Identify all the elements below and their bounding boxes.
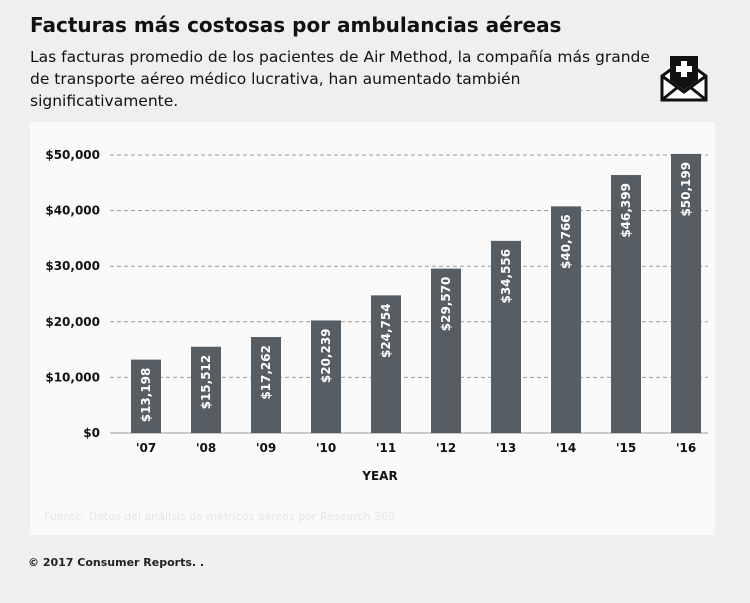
data-label: $46,399 bbox=[619, 183, 633, 238]
source-note: Fuente: Datos del análisis de métricos a… bbox=[44, 510, 399, 523]
y-tick-label: $0 bbox=[83, 426, 100, 440]
bar bbox=[611, 175, 641, 434]
data-label: $24,754 bbox=[379, 303, 393, 358]
data-label: $17,262 bbox=[259, 345, 273, 400]
bar bbox=[371, 295, 401, 433]
x-tick-label: '13 bbox=[496, 441, 516, 455]
data-label: $29,570 bbox=[439, 277, 453, 332]
x-tick-label: '16 bbox=[676, 441, 696, 455]
y-tick-label: $10,000 bbox=[45, 370, 100, 384]
data-label: $20,239 bbox=[319, 328, 333, 383]
bar bbox=[191, 346, 221, 433]
bar bbox=[131, 359, 161, 433]
data-label: $40,766 bbox=[559, 214, 573, 269]
x-tick-label: '07 bbox=[136, 441, 156, 455]
data-label: $15,512 bbox=[199, 355, 213, 410]
y-tick-label: $40,000 bbox=[45, 204, 100, 218]
envelope-medical-cross-icon bbox=[660, 56, 708, 102]
bar bbox=[311, 320, 341, 433]
x-tick-label: '09 bbox=[256, 441, 276, 455]
bar bbox=[491, 240, 521, 433]
bar bbox=[551, 206, 581, 433]
chart-title: Facturas más costosas por ambulancias aé… bbox=[30, 13, 562, 37]
chart-subtitle: Las facturas promedio de los pacientes d… bbox=[30, 48, 650, 110]
copyright: © 2017 Consumer Reports. . bbox=[28, 556, 205, 569]
x-tick-label: '11 bbox=[376, 441, 396, 455]
y-tick-label: $30,000 bbox=[45, 259, 100, 273]
x-tick-label: '08 bbox=[196, 441, 216, 455]
bar bbox=[251, 337, 281, 433]
data-label: $13,198 bbox=[139, 368, 153, 423]
x-axis-label: YEAR bbox=[361, 469, 397, 483]
x-tick-label: '15 bbox=[616, 441, 636, 455]
y-tick-label: $20,000 bbox=[45, 315, 100, 329]
bar bbox=[431, 268, 461, 433]
x-tick-label: '10 bbox=[316, 441, 336, 455]
y-tick-label: $50,000 bbox=[45, 148, 100, 162]
data-label: $34,556 bbox=[499, 249, 513, 304]
x-tick-label: '14 bbox=[556, 441, 576, 455]
bar bbox=[671, 153, 701, 433]
x-tick-label: '12 bbox=[436, 441, 456, 455]
data-label: $50,199 bbox=[679, 162, 693, 217]
